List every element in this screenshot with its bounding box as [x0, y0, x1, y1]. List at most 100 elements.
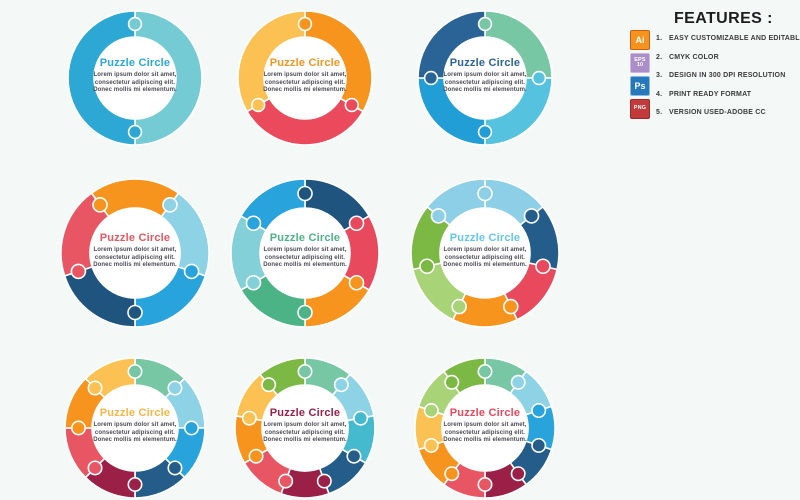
puzzle-tab — [245, 274, 262, 291]
puzzle-tab — [333, 377, 349, 393]
icon-label: Ps — [634, 80, 646, 91]
puzzle-tab — [167, 380, 183, 396]
puzzle-ring — [60, 178, 210, 328]
puzzle-tab — [531, 403, 547, 419]
feature-item: 3. DESIGN IN 300 DPI RESOLUTION — [656, 72, 800, 80]
puzzle-tab — [127, 304, 143, 321]
puzzle-ring — [417, 10, 553, 146]
icon-label: EPS — [634, 56, 646, 63]
puzzle-tab — [477, 16, 493, 32]
puzzle-tab — [477, 364, 493, 379]
puzzle-tab — [297, 304, 313, 321]
puzzle-circle-7-pieces: Puzzle Circle Lorem ipsum dolor sit amet,… — [407, 175, 563, 331]
puzzle-tab — [444, 466, 460, 482]
feature-item: 1. EASY CUSTOMIZABLE AND EDITABLE — [656, 35, 800, 43]
puzzle-tab — [353, 410, 369, 426]
puzzle-tab — [423, 70, 439, 86]
center-disc — [262, 385, 348, 471]
icon-label: PNG — [633, 105, 647, 112]
puzzle-tab — [535, 258, 551, 275]
puzzle-circle-9-pieces: Puzzle Circle Lorem ipsum dolor sit amet,… — [231, 354, 379, 500]
puzzle-circle-4-pieces: Puzzle Circle Lorem ipsum dolor sit amet,… — [414, 7, 556, 149]
puzzle-tab — [297, 364, 313, 379]
puzzle-tab — [523, 208, 540, 224]
puzzle-tab — [278, 473, 294, 489]
feature-item: 4. PRINT READY FORMAT — [656, 91, 800, 99]
puzzle-tab — [297, 16, 313, 32]
center-disc — [444, 37, 526, 119]
photoshop-icon: Ps — [630, 76, 650, 96]
center-disc — [260, 208, 350, 298]
puzzle-tab — [423, 437, 439, 453]
puzzle-circle-2-pieces: Puzzle Circle Lorem ipsum dolor sit amet,… — [64, 7, 206, 149]
puzzle-tab — [477, 477, 493, 493]
puzzle-tab — [503, 298, 519, 315]
feature-label: DESIGN IN 300 DPI RESOLUTION — [669, 72, 786, 79]
feature-item: 5. VERSION USED-ADOBE CC — [656, 109, 800, 117]
puzzle-ring — [410, 178, 560, 328]
puzzle-tab — [531, 70, 547, 86]
puzzle-tab — [127, 16, 143, 32]
center-disc — [90, 208, 180, 298]
puzzle-ring — [414, 357, 556, 499]
feature-number: 5. — [656, 109, 663, 116]
adobe-illustrator-icon: Ai — [630, 30, 650, 50]
puzzle-ring — [67, 10, 203, 146]
puzzle-tab — [183, 263, 200, 280]
puzzle-tab — [477, 124, 493, 140]
puzzle-tab — [297, 185, 313, 202]
puzzle-tab — [127, 477, 143, 493]
feature-label: EASY CUSTOMIZABLE AND EDITABLE — [669, 35, 800, 42]
feature-label: CMYK COLOR — [669, 53, 719, 61]
puzzle-tab — [87, 460, 103, 476]
puzzle-tab — [71, 420, 86, 436]
eps-10-icon: EPS 10 — [630, 53, 650, 73]
puzzle-tab — [346, 448, 362, 464]
puzzle-tab — [477, 185, 493, 202]
center-disc — [442, 385, 528, 471]
puzzle-tab — [184, 420, 200, 436]
puzzle-circle-3-pieces: Puzzle Circle Lorem ipsum dolor sit amet,… — [234, 7, 376, 149]
puzzle-tab — [167, 460, 183, 476]
icon-label: 10 — [636, 62, 644, 68]
puzzle-ring — [237, 10, 373, 146]
feature-number: 3. — [656, 72, 663, 79]
feature-label: VERSION USED-ADOBE CC — [669, 109, 766, 116]
puzzle-tab — [248, 448, 264, 464]
puzzle-ring — [230, 178, 380, 328]
puzzle-tab — [419, 258, 435, 275]
puzzle-piece — [60, 192, 110, 277]
center-disc — [94, 37, 176, 119]
center-disc — [92, 385, 178, 471]
puzzle-tab — [245, 215, 262, 232]
puzzle-ring — [64, 357, 206, 499]
puzzle-circle-10-pieces: Puzzle Circle Lorem ipsum dolor sit amet,… — [411, 354, 559, 500]
file-format-icons: Ai EPS 10 Ps PNG — [630, 30, 650, 119]
feature-number: 2. — [656, 53, 663, 61]
puzzle-tab — [510, 466, 526, 482]
puzzle-tab — [344, 97, 359, 113]
puzzle-circle-5-pieces: Puzzle Circle Lorem ipsum dolor sit amet,… — [57, 175, 213, 331]
puzzle-tab — [444, 374, 460, 390]
feature-label: PRINT READY FORMAT — [669, 90, 752, 98]
puzzle-tab — [510, 374, 526, 390]
center-disc — [264, 37, 346, 119]
puzzle-circle-6-pieces: Puzzle Circle Lorem ipsum dolor sit amet,… — [227, 175, 383, 331]
features-panel: FEATURES : Ai EPS 10 Ps PNG 1. EASY CUSTOMIZA… — [626, 8, 800, 128]
puzzle-tab — [531, 437, 547, 453]
puzzle-tab — [348, 215, 365, 232]
puzzle-tab — [241, 410, 257, 426]
puzzle-tab — [251, 97, 266, 113]
puzzle-ring — [234, 357, 376, 499]
puzzle-tab — [162, 197, 178, 213]
puzzle-tab — [451, 298, 467, 315]
puzzle-circle-8-pieces: Puzzle Circle Lorem ipsum dolor sit amet,… — [61, 354, 209, 500]
puzzle-tab — [348, 274, 365, 291]
puzzle-tab — [261, 377, 277, 393]
icon-label: Ai — [635, 34, 645, 45]
feature-number: 4. — [656, 90, 663, 98]
features-list: 1. EASY CUSTOMIZABLE AND EDITABLE 2. CMYK C… — [656, 35, 800, 128]
puzzle-tab — [316, 473, 332, 489]
puzzle-tab — [430, 208, 447, 224]
